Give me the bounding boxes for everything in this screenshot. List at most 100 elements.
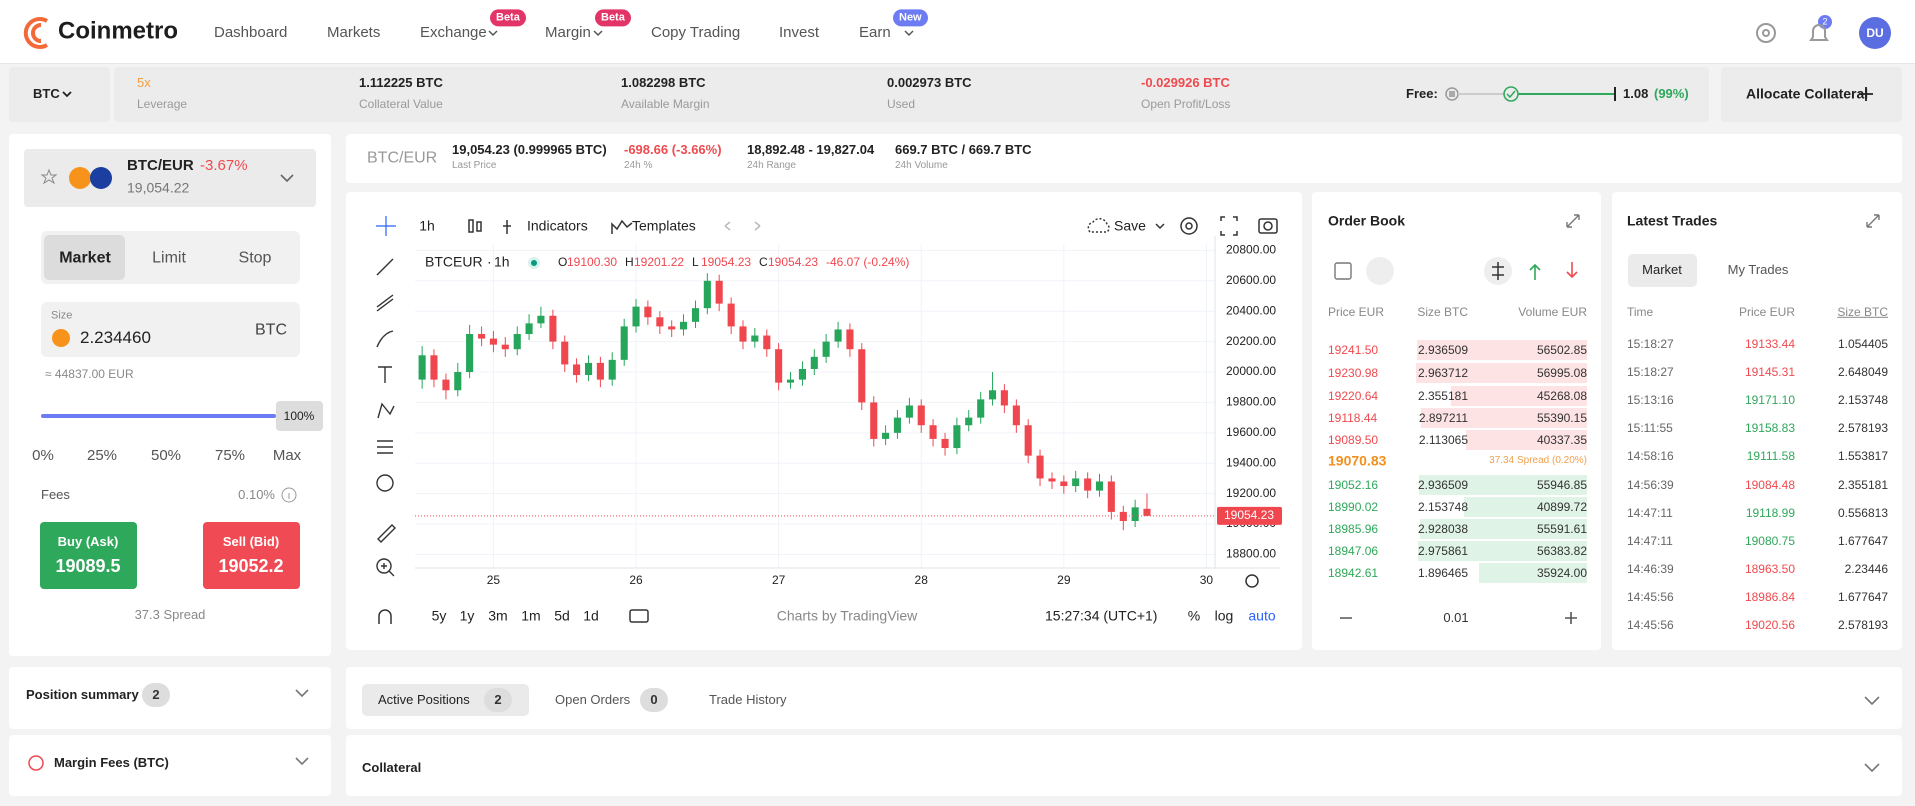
order-book-cell: 19052.16: [1328, 477, 1379, 492]
nav-item[interactable]: Invest: [779, 24, 820, 41]
order-book-cell: 19118.44: [1328, 410, 1378, 425]
nav-item[interactable]: Copy Trading: [651, 24, 741, 41]
trade-price: 19118.99: [1745, 505, 1795, 520]
pair-stat-label: Last Price: [452, 160, 497, 171]
order-book-cell: 19220.64: [1328, 388, 1379, 403]
percent-toggle[interactable]: %: [1187, 607, 1201, 624]
pair-stat-value: 669.7 BTC / 669.7 BTC: [895, 142, 1032, 158]
trade-time: 15:18:27: [1627, 336, 1674, 351]
stat-label: Available Margin: [621, 96, 710, 111]
range-button[interactable]: 5y: [431, 607, 447, 624]
logo-text: Coinmetro: [58, 17, 178, 45]
top-nav: [0, 0, 1915, 64]
range-button[interactable]: 3m: [488, 607, 508, 624]
trade-size: 2.355181: [1837, 477, 1888, 492]
pair-stat-label: 24h Volume: [895, 160, 948, 171]
position-summary-panel: [9, 667, 331, 729]
range-button[interactable]: 1d: [583, 607, 599, 624]
sell-button[interactable]: [203, 522, 300, 589]
nav-item[interactable]: Exchange: [420, 24, 487, 41]
avatar[interactable]: [1859, 17, 1891, 49]
free-label: Free:: [1406, 86, 1438, 102]
size-slider: [41, 414, 276, 418]
tab-count: 2: [494, 692, 502, 708]
stat-label: Open Profit/Loss: [1141, 96, 1231, 111]
slider-mark: 75%: [214, 447, 246, 464]
trades-tab[interactable]: My Trades: [1727, 262, 1789, 278]
indicators-button[interactable]: Indicators: [527, 217, 588, 234]
order-type-active: [44, 235, 125, 280]
chart-clock: 15:27:34 (UTC+1): [1045, 607, 1158, 624]
slider-mark: 25%: [86, 447, 118, 464]
trade-price: 19133.44: [1744, 336, 1795, 351]
order-book-cell: 40337.35: [1536, 432, 1587, 447]
trade-size: 0.556813: [1837, 505, 1888, 520]
collateral-panel: [346, 735, 1902, 796]
order-book-cell: 18942.61: [1328, 565, 1379, 580]
trade-time: 14:45:56: [1627, 589, 1674, 604]
range-button[interactable]: 5d: [554, 607, 570, 624]
order-book-cell: 2.936509: [1417, 342, 1468, 357]
pair-stat-value: 19,054.23 (0.999965 BTC): [452, 142, 607, 158]
nav-badge: Beta: [595, 9, 631, 27]
order-book-cell: 18990.02: [1328, 499, 1379, 514]
sell-label: Sell (Bid): [222, 534, 280, 550]
trade-price: 19020.56: [1744, 617, 1795, 632]
position-summary-title: Position summary: [26, 687, 139, 703]
save-button[interactable]: Save: [1114, 217, 1146, 234]
trade-time: 14:58:16: [1627, 449, 1674, 464]
pair-stat-value: 18,892.48 - 19,827.04: [747, 142, 875, 158]
trade-time: 14:46:39: [1627, 561, 1674, 576]
nav-item[interactable]: Dashboard: [214, 24, 288, 41]
buy-button[interactable]: [40, 522, 137, 589]
spread-label: 37.3 Spread: [134, 607, 206, 623]
trade-size: 1.677647: [1837, 589, 1888, 604]
nav-badge: Beta: [490, 9, 526, 27]
order-book-header: Volume EUR: [1518, 304, 1587, 319]
trade-time: 15:13:16: [1627, 392, 1674, 407]
nav-item[interactable]: Earn: [859, 24, 891, 41]
trade-price: 19145.31: [1744, 364, 1795, 379]
order-book-cell: 1.896465: [1417, 565, 1468, 580]
nav-item[interactable]: Margin: [545, 24, 591, 41]
order-type-tab[interactable]: Stop: [238, 249, 272, 267]
positions-tab[interactable]: Active Positions: [378, 692, 470, 708]
order-book-cell: 19241.50: [1328, 342, 1379, 357]
slider-mark: 50%: [150, 447, 182, 464]
mid-price: 19070.83: [1328, 452, 1387, 469]
nav-item[interactable]: Markets: [327, 24, 381, 41]
order-type-tab[interactable]: Limit: [152, 249, 186, 267]
avatar-text: DU: [1866, 25, 1884, 40]
order-book-cell: 2.963712: [1417, 365, 1468, 380]
stat-label: Collateral Value: [359, 96, 443, 111]
interval-button[interactable]: 1h: [419, 217, 435, 234]
size-input: [41, 302, 300, 357]
depth-bar: [1416, 363, 1587, 383]
order-book-cell: 45268.08: [1536, 388, 1587, 403]
trade-size: 1.677647: [1837, 533, 1888, 548]
trades-tab[interactable]: Market: [1642, 262, 1682, 278]
log-toggle[interactable]: log: [1214, 607, 1234, 624]
range-button[interactable]: 1m: [521, 607, 541, 624]
slider-value: 100%: [283, 408, 315, 423]
buy-label: Buy (Ask): [57, 534, 119, 550]
range-button[interactable]: 1y: [459, 607, 475, 624]
trade-time: 15:18:27: [1627, 364, 1674, 379]
trade-price: 19111.58: [1746, 449, 1795, 464]
order-book-cell: 55591.61: [1536, 521, 1587, 536]
templates-button[interactable]: Templates: [632, 217, 696, 234]
trade-time: 14:45:56: [1627, 617, 1674, 632]
pair-name: BTC/EUR: [127, 157, 194, 174]
trade-size: 1.553817: [1837, 449, 1888, 464]
order-book-cell: 56502.85: [1536, 342, 1587, 357]
order-book-cell: 35924.00: [1536, 565, 1587, 580]
auto-toggle[interactable]: auto: [1248, 607, 1276, 624]
positions-tab[interactable]: Trade History: [709, 692, 787, 708]
order-type-tab[interactable]: Market: [59, 249, 111, 267]
margin-fees-title: Margin Fees (BTC): [54, 755, 169, 771]
positions-tab[interactable]: Open Orders: [555, 692, 631, 708]
depth-bar: [1420, 408, 1587, 428]
trades-tab-active: [1628, 254, 1697, 287]
allocate-label[interactable]: Allocate Collateral: [1746, 85, 1869, 102]
